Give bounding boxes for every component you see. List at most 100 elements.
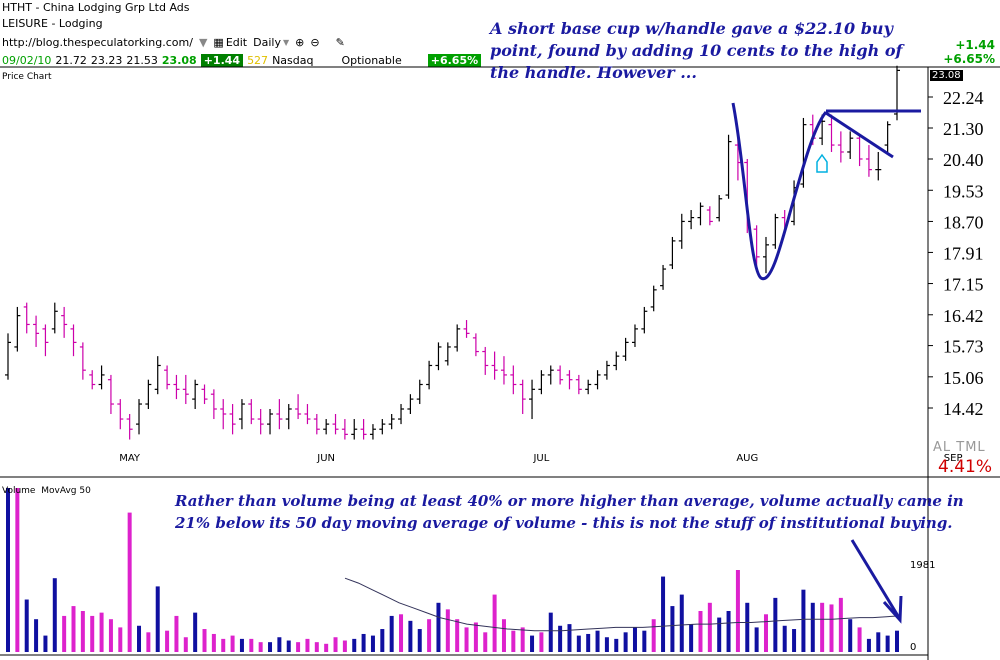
volume-bar bbox=[43, 635, 48, 652]
volume-bar bbox=[586, 633, 591, 652]
volume-movavg-line bbox=[344, 577, 901, 632]
price-tick-label: 19.53 bbox=[943, 181, 984, 201]
month-label: AUG bbox=[736, 453, 758, 464]
annotation-drawings bbox=[731, 102, 921, 624]
volume-zero-label: 0 bbox=[910, 642, 917, 653]
volume-bar bbox=[876, 632, 881, 652]
volume-bar bbox=[848, 619, 853, 652]
volume-bar bbox=[445, 609, 450, 652]
volume-bar bbox=[417, 629, 422, 652]
volume-bar bbox=[726, 611, 731, 652]
volume-bar bbox=[249, 638, 254, 652]
handle-marker-icon bbox=[816, 153, 828, 173]
low-value: 21.53 bbox=[126, 54, 158, 67]
high-value: 23.23 bbox=[90, 54, 123, 67]
close-value: 23.08 bbox=[161, 54, 197, 67]
volume-bar bbox=[473, 622, 478, 652]
price-tick-label: 21.30 bbox=[943, 119, 984, 139]
volume-bar bbox=[183, 637, 188, 652]
optionable-label: Optionable bbox=[341, 54, 402, 67]
month-label: SEP bbox=[944, 453, 963, 464]
volume-bar bbox=[221, 638, 226, 652]
zoom-in-icon[interactable]: ⊕ bbox=[295, 36, 305, 49]
volume-bar bbox=[763, 614, 768, 652]
price-tick-label: 17.15 bbox=[943, 275, 984, 295]
volume-bar bbox=[333, 637, 338, 652]
toolbar: http://blog.thespeculatorking.com/ ▼ ▦ E… bbox=[2, 36, 345, 49]
volume-bar bbox=[548, 612, 553, 652]
volume-bar bbox=[399, 614, 404, 652]
chevron-down-icon: ▼ bbox=[282, 38, 290, 47]
volume-bar bbox=[670, 606, 675, 652]
volume-bar bbox=[146, 632, 151, 652]
url-dropdown-icon[interactable]: ▼ bbox=[198, 36, 208, 49]
volume-bar bbox=[530, 635, 535, 652]
volume-max-label: 1981 bbox=[910, 560, 936, 571]
volume-bar bbox=[408, 620, 413, 652]
al-tml-label: AL TML bbox=[933, 440, 986, 455]
exchange-code: 527 bbox=[247, 54, 269, 67]
volume-bar bbox=[895, 630, 899, 652]
volume-bar bbox=[268, 642, 273, 652]
volume-bar bbox=[483, 632, 488, 652]
period-select[interactable]: Daily ▼ bbox=[253, 36, 289, 49]
volume-bar bbox=[230, 635, 235, 652]
volume-bars bbox=[6, 488, 899, 652]
volume-bar bbox=[99, 612, 104, 652]
volume-bar bbox=[62, 615, 67, 652]
edit-button[interactable]: ▦ Edit bbox=[213, 36, 247, 49]
volume-label: Volume MovAvg 50 bbox=[2, 486, 91, 496]
volume-bar bbox=[689, 624, 694, 652]
price-tick-label: 15.06 bbox=[943, 368, 984, 388]
volume-bar bbox=[792, 629, 797, 652]
volume-bar bbox=[342, 640, 347, 652]
volume-bar bbox=[801, 589, 806, 652]
chart-frame bbox=[0, 66, 1000, 660]
volume-bar bbox=[810, 602, 815, 652]
volume-bar bbox=[6, 488, 10, 652]
volume-bar bbox=[782, 625, 787, 652]
volume-bar bbox=[520, 627, 525, 652]
month-label: JUN bbox=[316, 453, 335, 464]
last-price-tag: 23.08 bbox=[930, 70, 963, 81]
volume-bar bbox=[427, 619, 432, 652]
volume-bar bbox=[614, 638, 619, 652]
volume-title: Volume bbox=[2, 486, 36, 496]
volume-bar bbox=[717, 617, 722, 652]
volume-bar bbox=[773, 597, 778, 652]
quote-line: 09/02/10 21.72 23.23 21.53 23.08 +1.44 5… bbox=[2, 54, 482, 67]
volume-bar bbox=[324, 643, 329, 652]
zoom-out-icon[interactable]: ⊖ bbox=[310, 36, 320, 49]
volume-bar bbox=[24, 599, 29, 652]
volume-bar bbox=[80, 611, 85, 652]
price-chart-label: Price Chart bbox=[2, 72, 52, 82]
month-label: MAY bbox=[119, 453, 141, 464]
volume-bar bbox=[501, 619, 506, 652]
volume-bar bbox=[34, 619, 39, 652]
volume-bar bbox=[885, 635, 890, 652]
volume-bar bbox=[90, 615, 95, 652]
volume-bar bbox=[642, 630, 647, 652]
cup-handle-annotation: A short base cup w/handle gave a $22.10 … bbox=[490, 19, 903, 82]
volume-bar bbox=[651, 619, 656, 652]
volume-bar bbox=[455, 619, 460, 652]
volume-bar bbox=[127, 512, 132, 652]
volume-bar bbox=[296, 642, 301, 652]
url-link[interactable]: http://blog.thespeculatorking.com/ bbox=[2, 36, 193, 49]
volume-bar bbox=[314, 642, 319, 652]
month-label: JUL bbox=[532, 453, 549, 464]
draw-pencil-icon[interactable]: ✎ bbox=[335, 36, 345, 49]
handle-trendline bbox=[825, 111, 894, 159]
volume-bar bbox=[361, 633, 366, 652]
movavg-title: MovAvg 50 bbox=[41, 486, 91, 496]
volume-bar bbox=[193, 612, 198, 652]
volume-bar bbox=[735, 570, 740, 652]
volume-bar bbox=[118, 627, 123, 652]
volume-bar bbox=[108, 619, 113, 652]
right-change: +1.44 bbox=[955, 38, 995, 52]
volume-bar bbox=[820, 602, 825, 652]
volume-bar bbox=[52, 578, 57, 652]
price-tick-label: 16.42 bbox=[943, 306, 984, 326]
volume-bar bbox=[707, 602, 712, 652]
volume-bar bbox=[511, 630, 516, 652]
